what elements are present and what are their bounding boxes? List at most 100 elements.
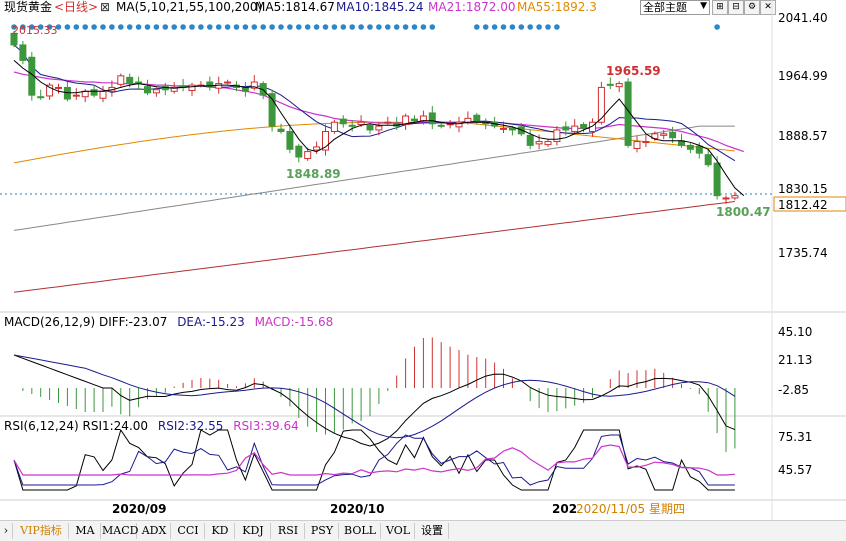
split-icon[interactable]: ⊟ bbox=[728, 0, 744, 15]
rsi2-line bbox=[13, 434, 735, 486]
tab-settings[interactable]: 设置 bbox=[416, 523, 449, 539]
candle-body bbox=[660, 133, 668, 136]
event-dot bbox=[278, 24, 284, 30]
event-dot bbox=[367, 24, 373, 30]
candle-body bbox=[615, 83, 623, 88]
event-dot bbox=[296, 24, 302, 30]
chevron-icon[interactable]: ⊠ bbox=[100, 0, 111, 14]
event-dot bbox=[144, 24, 151, 30]
candle-body bbox=[580, 124, 588, 129]
event-dot bbox=[411, 24, 418, 30]
event-dot bbox=[251, 24, 258, 30]
candle-body bbox=[348, 124, 356, 127]
fit-icon[interactable]: ⊞ bbox=[712, 0, 728, 15]
event-dot bbox=[100, 24, 106, 30]
event-dot bbox=[109, 24, 115, 30]
event-dot bbox=[714, 24, 720, 30]
candle-body bbox=[402, 115, 410, 126]
tab-vip[interactable]: VIP指标 bbox=[14, 523, 69, 539]
event-dot bbox=[73, 24, 80, 30]
candle-body bbox=[722, 197, 730, 200]
price-axis-label: 1964.99 bbox=[778, 69, 828, 83]
candle-body bbox=[357, 121, 365, 126]
event-dot bbox=[536, 24, 542, 30]
event-dot bbox=[402, 24, 409, 30]
candle-body bbox=[633, 141, 641, 149]
ma10-value: MA10:1845.24 bbox=[336, 0, 424, 14]
event-dot bbox=[91, 24, 97, 30]
tab-kd[interactable]: KD bbox=[206, 523, 235, 539]
candle-body bbox=[597, 86, 605, 123]
candle-body bbox=[19, 44, 27, 61]
rsi-axis-label: 75.31 bbox=[778, 430, 812, 444]
event-dot bbox=[82, 24, 88, 30]
candle-body bbox=[437, 124, 445, 127]
candle-body bbox=[508, 127, 516, 131]
annotation-high-mid: 1965.59 bbox=[606, 64, 661, 78]
tab-vol[interactable]: VOL bbox=[382, 523, 415, 539]
rsi3-line bbox=[13, 444, 735, 476]
candle-body bbox=[241, 86, 249, 92]
macd-header: MACD(26,12,9) DIFF:-23.07 DEA:-15.23 MAC… bbox=[4, 315, 333, 329]
macd-dea: DEA:-15.23 bbox=[177, 315, 245, 329]
candle-body bbox=[651, 133, 659, 139]
event-dot bbox=[135, 24, 142, 30]
candle-body bbox=[428, 112, 436, 125]
macd-dea-line bbox=[13, 354, 736, 439]
event-dot bbox=[500, 24, 507, 30]
candle-body bbox=[713, 162, 721, 197]
tab-kdj[interactable]: KDJ bbox=[236, 523, 271, 539]
candle-body bbox=[268, 93, 276, 127]
period-label[interactable]: <日线> bbox=[54, 0, 99, 14]
instrument-name[interactable]: 现货黄金 bbox=[4, 0, 53, 14]
tab-rsi[interactable]: RSI bbox=[272, 523, 305, 539]
tab-macd[interactable]: MACD bbox=[102, 523, 139, 539]
event-dot bbox=[224, 24, 231, 30]
candle-body bbox=[170, 86, 178, 92]
tab-boll[interactable]: BOLL bbox=[340, 523, 381, 539]
candle-body bbox=[375, 125, 383, 131]
date-label: 2020/09 bbox=[112, 502, 166, 516]
event-dot bbox=[260, 24, 267, 30]
macd-axis-label: -2.85 bbox=[778, 383, 809, 397]
theme-select[interactable]: 全部主题 ▼ bbox=[640, 0, 710, 15]
rsi1-line bbox=[13, 428, 735, 491]
tab-adx[interactable]: ADX bbox=[138, 523, 171, 539]
candle-body bbox=[464, 117, 472, 123]
annotation-low-mid: 1848.89 bbox=[286, 167, 341, 181]
event-dot bbox=[189, 24, 195, 30]
macd-axis-label: 45.10 bbox=[778, 325, 812, 339]
tab-cci[interactable]: CCI bbox=[172, 523, 205, 539]
tab-arrow[interactable]: › bbox=[0, 523, 13, 539]
price-axis-label: 1888.57 bbox=[778, 129, 828, 143]
date-label: 2020/10 bbox=[330, 502, 384, 516]
chevron-down-icon: ▼ bbox=[700, 1, 707, 11]
candle-body bbox=[553, 129, 561, 143]
rsi1-value: RSI1:24.00 bbox=[82, 419, 149, 433]
current-price-box bbox=[773, 196, 846, 212]
tab-psy[interactable]: PSY bbox=[306, 523, 339, 539]
candle-body bbox=[117, 75, 125, 85]
event-dot bbox=[474, 24, 480, 30]
event-dot bbox=[171, 24, 177, 30]
settings-icon[interactable]: ⚙ bbox=[744, 0, 760, 15]
rsi2-value: RSI2:32.55 bbox=[157, 419, 224, 433]
candle-body bbox=[339, 118, 347, 125]
candle-body bbox=[322, 130, 329, 151]
indicator-tabs: › VIP指标 MA MACD ADX CCI KD KDJ RSI PSY B… bbox=[0, 520, 846, 541]
candle-body bbox=[642, 141, 650, 144]
candle-body bbox=[161, 86, 169, 91]
price-axis-label: 1735.74 bbox=[778, 246, 828, 260]
tab-ma[interactable]: MA bbox=[70, 523, 101, 539]
event-dot bbox=[491, 24, 498, 30]
candle-body bbox=[366, 124, 374, 131]
candle-body bbox=[384, 121, 392, 124]
ma10-line bbox=[13, 44, 736, 162]
event-dot bbox=[37, 24, 44, 30]
candle-body bbox=[55, 86, 62, 89]
ma5-line bbox=[13, 60, 745, 196]
candle-body bbox=[669, 131, 677, 139]
candle-body bbox=[695, 145, 703, 154]
event-dots bbox=[11, 24, 720, 30]
event-dot bbox=[420, 24, 427, 30]
